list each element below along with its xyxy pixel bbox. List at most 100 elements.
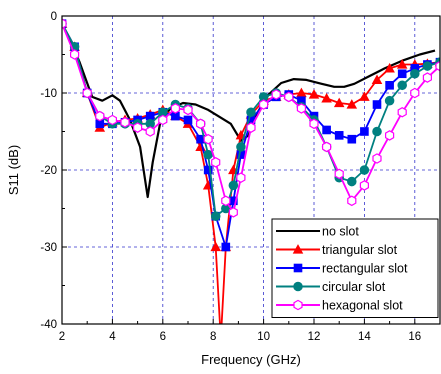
data-point-rectangular-slot bbox=[334, 131, 344, 140]
y-tick-label: -40 bbox=[40, 319, 57, 331]
data-point-hexagonal-slot bbox=[62, 18, 67, 29]
data-point-rectangular-slot bbox=[347, 134, 357, 144]
series-layer bbox=[62, 18, 440, 343]
data-point-hexagonal-slot bbox=[82, 87, 92, 99]
legend-label: no slot bbox=[322, 225, 359, 239]
data-point-rectangular-slot bbox=[322, 125, 331, 135]
data-point-circular-slot bbox=[210, 211, 221, 221]
data-point-circular-slot bbox=[359, 165, 370, 175]
data-point-rectangular-slot bbox=[221, 242, 231, 252]
axis-ticks: 2 4 6 8 10 12 14 16 0 -10 -20 -30 -40 bbox=[40, 11, 421, 343]
data-point-hexagonal-slot bbox=[372, 153, 382, 164]
data-point-hexagonal-slot bbox=[158, 114, 168, 126]
data-point-hexagonal-slot bbox=[347, 195, 357, 207]
legend-swatch-marker bbox=[293, 263, 303, 273]
data-point-hexagonal-slot bbox=[246, 122, 256, 133]
data-point-circular-slot bbox=[372, 126, 382, 137]
x-tick-label: 14 bbox=[358, 331, 371, 343]
x-tick-label: 10 bbox=[257, 331, 270, 343]
data-point-rectangular-slot bbox=[360, 127, 369, 136]
data-point-circular-slot bbox=[236, 142, 246, 152]
data-point-circular-slot bbox=[397, 80, 407, 91]
data-point-rectangular-slot bbox=[397, 69, 407, 79]
data-point-hexagonal-slot bbox=[145, 126, 155, 137]
data-point-circular-slot bbox=[246, 107, 256, 118]
data-point-hexagonal-slot bbox=[397, 107, 407, 118]
data-point-rectangular-slot bbox=[145, 111, 155, 121]
data-point-hexagonal-slot bbox=[236, 172, 246, 183]
x-tick-label: 4 bbox=[109, 331, 116, 343]
data-point-hexagonal-slot bbox=[211, 157, 221, 168]
data-point-triangular-slot bbox=[333, 97, 345, 108]
data-point-hexagonal-slot bbox=[309, 118, 319, 130]
data-point-hexagonal-slot bbox=[385, 130, 395, 141]
y-axis-title: S11 (dB) bbox=[6, 145, 21, 195]
data-point-hexagonal-slot bbox=[410, 87, 420, 99]
data-point-hexagonal-slot bbox=[183, 104, 193, 116]
series-no-slot bbox=[62, 23, 436, 199]
data-point-circular-slot bbox=[384, 95, 395, 106]
x-tick-label: 12 bbox=[308, 331, 321, 343]
legend-item-circular-slot: circular slot bbox=[276, 280, 386, 294]
data-point-hexagonal-slot bbox=[296, 103, 306, 114]
data-point-hexagonal-slot bbox=[422, 72, 432, 83]
data-point-hexagonal-slot bbox=[359, 180, 369, 191]
data-point-hexagonal-slot bbox=[95, 110, 105, 122]
y-tick-label: -10 bbox=[40, 88, 57, 100]
series-hexagonal-slot bbox=[62, 18, 440, 218]
data-point-hexagonal-slot bbox=[120, 117, 130, 128]
data-point-triangular-slot bbox=[384, 62, 395, 73]
data-point-hexagonal-slot bbox=[284, 91, 294, 103]
legend-label: circular slot bbox=[322, 280, 386, 294]
data-point-rectangular-slot bbox=[203, 165, 213, 175]
data-point-triangular-slot bbox=[396, 59, 408, 69]
x-tick-label: 8 bbox=[210, 331, 216, 343]
data-point-circular-slot bbox=[347, 176, 357, 187]
legend-item-triangular-slot: triangular slot bbox=[276, 243, 398, 257]
y-tick-label: 0 bbox=[51, 11, 57, 23]
data-point-hexagonal-slot bbox=[133, 122, 143, 133]
data-point-rectangular-slot bbox=[183, 115, 193, 125]
data-point-triangular-slot bbox=[216, 335, 225, 343]
data-point-hexagonal-slot bbox=[221, 195, 231, 207]
data-point-triangular-slot bbox=[210, 241, 221, 252]
x-tick-label: 16 bbox=[408, 331, 421, 343]
y-tick-label: -30 bbox=[40, 242, 57, 254]
legend-label: triangular slot bbox=[322, 243, 398, 257]
data-point-triangular-slot bbox=[321, 92, 332, 103]
legend-item-no-slot: no slot bbox=[276, 225, 359, 239]
data-point-rectangular-slot bbox=[372, 100, 382, 109]
legend-item-hexagonal-slot: hexagonal slot bbox=[276, 299, 403, 313]
data-point-hexagonal-slot bbox=[228, 207, 238, 218]
data-point-triangular-slot bbox=[359, 91, 370, 101]
legend-label: rectangular slot bbox=[322, 262, 408, 276]
data-point-hexagonal-slot bbox=[170, 103, 180, 114]
legend-swatch-marker bbox=[293, 281, 303, 292]
data-point-hexagonal-slot bbox=[271, 89, 281, 100]
x-tick-label: 6 bbox=[160, 331, 166, 343]
legend-swatch-marker bbox=[292, 244, 304, 254]
series-line-no-slot bbox=[62, 23, 436, 199]
data-point-circular-slot bbox=[410, 68, 420, 79]
data-point-circular-slot bbox=[228, 180, 239, 191]
data-point-triangular-slot bbox=[346, 99, 358, 109]
data-point-hexagonal-slot bbox=[107, 114, 118, 126]
data-point-hexagonal-slot bbox=[322, 141, 332, 153]
data-point-circular-slot bbox=[203, 149, 213, 160]
series-line-rectangular-slot bbox=[62, 23, 440, 248]
y-tick-label: -20 bbox=[40, 165, 57, 177]
data-point-rectangular-slot bbox=[385, 80, 394, 90]
legend: no slot triangular slot rectangular slot ci… bbox=[271, 218, 439, 318]
data-point-circular-slot bbox=[422, 61, 433, 71]
data-point-hexagonal-slot bbox=[334, 168, 344, 180]
data-point-hexagonal-slot bbox=[203, 133, 213, 145]
data-point-hexagonal-slot bbox=[196, 118, 206, 130]
legend-item-rectangular-slot: rectangular slot bbox=[276, 262, 408, 276]
data-point-hexagonal-slot bbox=[259, 99, 269, 110]
data-point-hexagonal-slot bbox=[435, 60, 440, 72]
data-point-triangular-slot bbox=[371, 74, 383, 84]
data-point-triangular-slot bbox=[308, 89, 320, 99]
legend-label: hexagonal slot bbox=[322, 299, 403, 313]
x-axis-title: Frequency (GHz) bbox=[201, 352, 301, 367]
